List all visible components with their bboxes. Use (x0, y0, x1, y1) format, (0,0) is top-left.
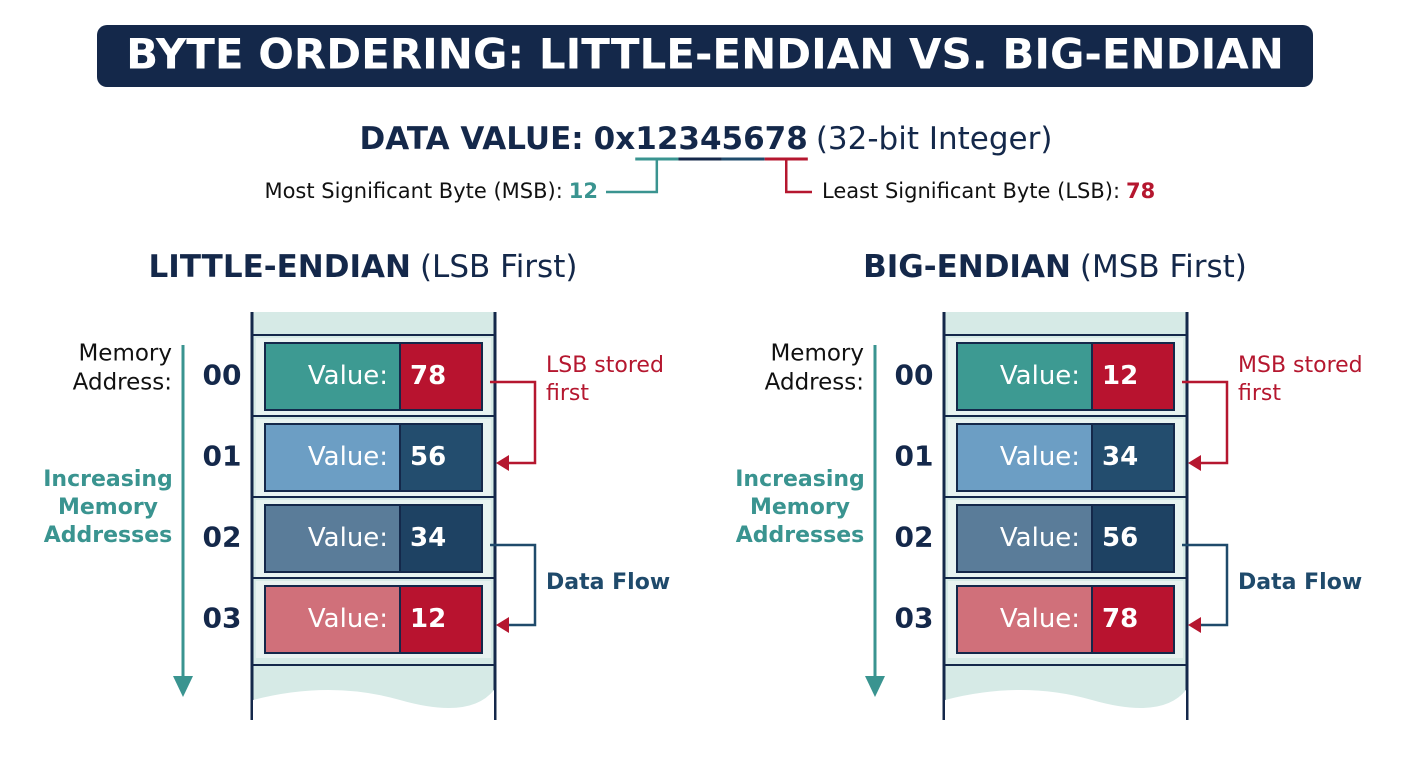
note: LSB stored (546, 353, 664, 378)
value-cell (399, 504, 483, 573)
address: 00 (203, 359, 242, 392)
direction-arrowhead (173, 676, 193, 697)
note-bracket (1182, 380, 1229, 465)
value-label: Value: (308, 604, 388, 634)
msb-line: Most Significant Byte (MSB): 12 (264, 179, 598, 203)
hex-byte: 78 (765, 121, 808, 157)
note-arrowhead (1188, 455, 1201, 471)
panel-title: LITTLE-ENDIAN (LSB First) (149, 249, 578, 285)
byte-value: 78 (410, 361, 446, 391)
address: 02 (895, 521, 934, 554)
value-cell (399, 423, 483, 492)
hex-prefix: 0x (594, 121, 636, 157)
value-label-cell (956, 423, 1093, 492)
column-fade (253, 690, 494, 720)
lsb-connector (784, 160, 812, 194)
data-value-label: DATA VALUE: (360, 121, 584, 157)
msb-label: Most Significant Byte (MSB): (264, 179, 562, 203)
note-bracket (490, 380, 537, 465)
lsb-value: 78 (1126, 179, 1155, 203)
value-label: Value: (1000, 604, 1080, 634)
panel-title-main: BIG-ENDIAN (863, 249, 1071, 285)
note-arrowhead (496, 455, 509, 471)
address-label: Address: (765, 370, 864, 396)
address-label: Memory (78, 341, 172, 367)
msb-connector (606, 160, 659, 194)
flow-bracket (490, 543, 537, 627)
panel-subtitle: (LSB First) (420, 249, 578, 285)
panel-title: BIG-ENDIAN (MSB First) (863, 249, 1247, 285)
title: BYTE ORDERING: LITTLE-ENDIAN VS. BIG-END… (126, 30, 1284, 79)
direction-label: Increasing (735, 467, 865, 492)
hex-byte: 34 (678, 121, 721, 157)
address: 01 (203, 440, 242, 473)
note: MSB stored (1238, 353, 1363, 378)
value-label: Value: (1000, 442, 1080, 472)
byte-value: 34 (1102, 442, 1138, 472)
column-fade (945, 690, 1186, 720)
address: 01 (895, 440, 934, 473)
data-value-line: DATA VALUE: 0x12345678 (32-bit Integer) (360, 121, 1053, 157)
address-label: Memory (770, 341, 864, 367)
value-label: Value: (1000, 361, 1080, 391)
value-label-cell (956, 504, 1093, 573)
value-cell (1091, 585, 1175, 654)
note: first (1238, 381, 1281, 406)
flow-label: Data Flow (1238, 570, 1362, 595)
panel-subtitle: (MSB First) (1080, 249, 1247, 285)
value-label-cell (264, 585, 401, 654)
direction-label: Memory (750, 495, 850, 520)
value-label: Value: (308, 523, 388, 553)
address: 02 (203, 521, 242, 554)
address: 00 (895, 359, 934, 392)
value-label: Value: (1000, 523, 1080, 553)
flow-label: Data Flow (546, 570, 670, 595)
flow-bracket (1182, 543, 1229, 627)
panel-title-main: LITTLE-ENDIAN (149, 249, 411, 285)
msb-value: 12 (569, 179, 598, 203)
address-label: Address: (73, 370, 172, 396)
hex-byte: 12 (635, 121, 678, 157)
flow-arrowhead (496, 617, 509, 633)
value-label-cell (264, 423, 401, 492)
address: 03 (203, 602, 242, 635)
value-cell (1091, 504, 1175, 573)
byte-value: 78 (1102, 604, 1138, 634)
value-cell (1091, 342, 1175, 411)
value-cell (399, 585, 483, 654)
address: 03 (895, 602, 934, 635)
value-label-cell (956, 585, 1093, 654)
data-value-note: (32-bit Integer) (816, 121, 1053, 157)
direction-arrowhead (865, 676, 885, 697)
value-cell (399, 342, 483, 411)
lsb-line: Least Significant Byte (LSB): 78 (822, 179, 1155, 203)
direction-label: Addresses (736, 523, 865, 548)
hex-byte: 56 (722, 121, 765, 157)
value-label: Value: (308, 442, 388, 472)
note: first (546, 381, 589, 406)
direction-label: Memory (58, 495, 158, 520)
flow-arrowhead (1188, 617, 1201, 633)
lsb-label: Least Significant Byte (LSB): (822, 179, 1120, 203)
byte-value: 12 (410, 604, 446, 634)
value-cell (1091, 423, 1175, 492)
byte-value: 56 (410, 442, 446, 472)
direction-label: Increasing (43, 467, 173, 492)
direction-label: Addresses (44, 523, 173, 548)
byte-value: 34 (410, 523, 446, 553)
value-label: Value: (308, 361, 388, 391)
value-label-cell (264, 504, 401, 573)
byte-value: 12 (1102, 361, 1138, 391)
byte-value: 56 (1102, 523, 1138, 553)
title-banner (97, 25, 1313, 87)
